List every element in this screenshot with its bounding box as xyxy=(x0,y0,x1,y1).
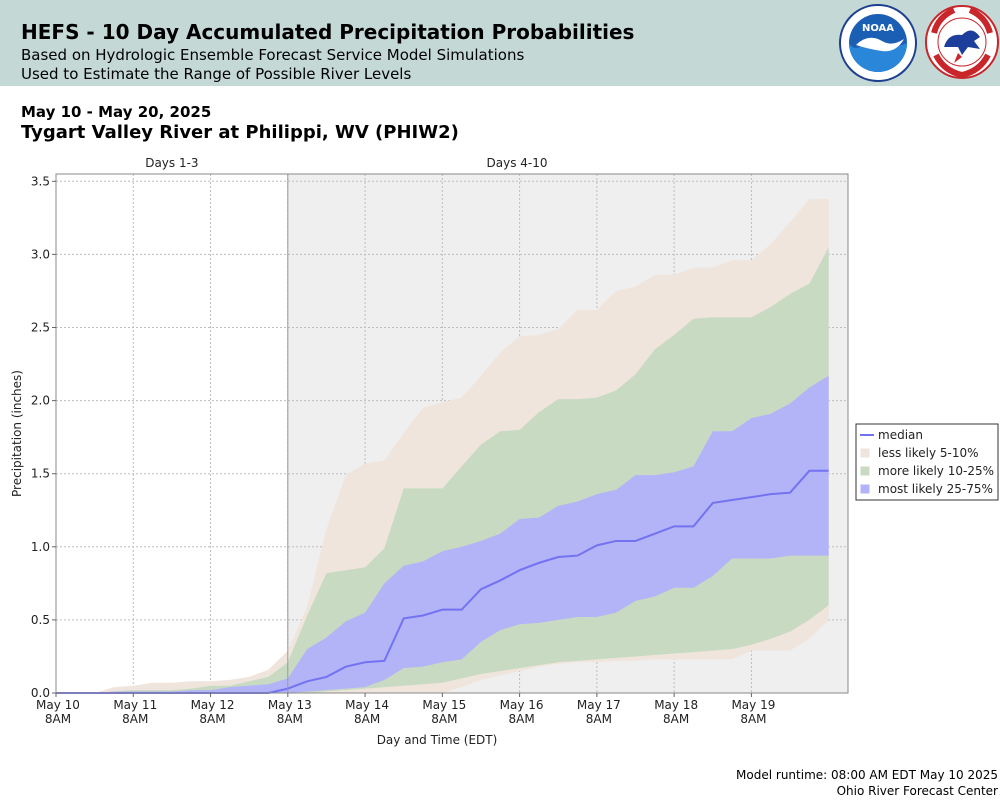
legend-swatch xyxy=(860,484,870,494)
precipitation-chart: Days 1-3 Days 4-10 0.0 0.5 1.0 1.5 2.0 2.5 3.0 3.… xyxy=(10,156,999,747)
plot-frame xyxy=(55,173,849,694)
x-tick-label: May 10 xyxy=(36,698,80,712)
x-tick-label-time: 8AM xyxy=(45,712,71,726)
legend-box xyxy=(855,423,999,501)
page-subtitle-2: Used to Estimate the Range of Possible R… xyxy=(21,65,412,83)
x-tick-label: May 14 xyxy=(345,698,389,712)
x-tick-label: May 12 xyxy=(191,698,235,712)
y-tick-label: 2.5 xyxy=(31,321,50,335)
x-tick-label: May 13 xyxy=(268,698,312,712)
y-tick-label: 3.5 xyxy=(31,174,50,188)
x-tick-label: May 17 xyxy=(577,698,621,712)
band-most-likely-25-75 xyxy=(56,375,829,693)
x-tick-label-time: 8AM xyxy=(122,712,148,726)
location-title: Tygart Valley River at Philippi, WV (PHI… xyxy=(21,122,459,143)
y-tick-label: 0.0 xyxy=(31,686,50,700)
legend-label: less likely 5-10% xyxy=(878,446,979,460)
legend-label: more likely 10-25% xyxy=(878,464,994,478)
y-tick-label: 1.5 xyxy=(31,467,50,481)
x-tick-label: May 18 xyxy=(654,698,698,712)
page-subtitle: Based on Hydrologic Ensemble Forecast Se… xyxy=(21,46,525,64)
period-label: Days 4-10 xyxy=(487,156,548,170)
x-tick-label: May 15 xyxy=(422,698,466,712)
header-banner: HEFS - 10 Day Accumulated Precipitation … xyxy=(0,0,1000,86)
x-tick-label-time: 8AM xyxy=(586,712,612,726)
page-title: HEFS - 10 Day Accumulated Precipitation … xyxy=(21,20,635,44)
x-tick-label-time: 8AM xyxy=(199,712,225,726)
x-tick-label-time: 8AM xyxy=(663,712,689,726)
x-axis-label: Day and Time (EDT) xyxy=(377,733,498,747)
x-tick-label: May 16 xyxy=(500,698,544,712)
svg-text:NOAA: NOAA xyxy=(862,23,894,34)
y-axis-label: Precipitation (inches) xyxy=(10,370,24,497)
period-label: Days 1-3 xyxy=(145,156,198,170)
legend-label: most likely 25-75% xyxy=(878,482,993,496)
y-tick-label: 0.5 xyxy=(31,613,50,627)
x-tick-label: May 19 xyxy=(731,698,775,712)
x-tick-label-time: 8AM xyxy=(354,712,380,726)
forecast-center: Ohio River Forecast Center xyxy=(836,784,998,798)
national-weather-service-logo[interactable] xyxy=(924,3,1000,81)
x-tick-label-time: 8AM xyxy=(509,712,535,726)
x-tick-label-time: 8AM xyxy=(277,712,303,726)
legend-label: median xyxy=(878,428,923,442)
x-tick-label-time: 8AM xyxy=(431,712,457,726)
model-runtime: Model runtime: 08:00 AM EDT May 10 2025 xyxy=(736,768,998,782)
x-tick-label: May 11 xyxy=(113,698,157,712)
y-tick-label: 2.0 xyxy=(31,394,50,408)
date-range: May 10 - May 20, 2025 xyxy=(21,103,212,121)
legend-swatch xyxy=(860,448,870,458)
y-tick-label: 1.0 xyxy=(31,540,50,554)
x-tick-label-time: 8AM xyxy=(740,712,766,726)
noaa-logo[interactable]: NOAA xyxy=(838,3,918,83)
y-tick-label: 3.0 xyxy=(31,247,50,261)
legend-swatch xyxy=(860,466,870,476)
